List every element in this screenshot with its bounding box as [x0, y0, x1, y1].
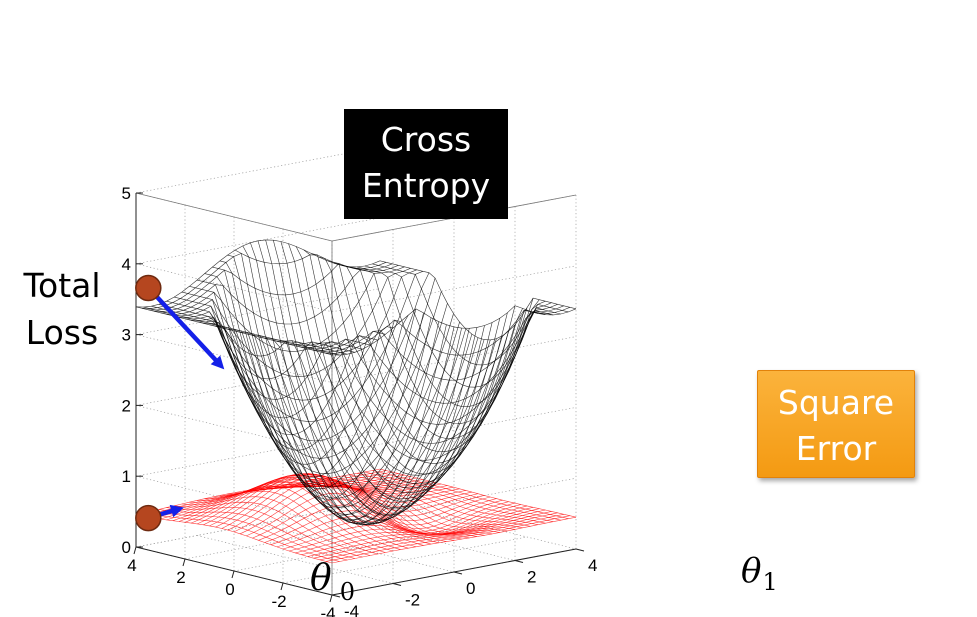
- square-error-label: Square Error: [757, 370, 915, 478]
- cross-entropy-mesh-line: [349, 266, 546, 425]
- square-error-mesh-line: [143, 512, 340, 562]
- square-error-mesh-line: [172, 477, 417, 521]
- x-tick-label: -2: [271, 592, 286, 611]
- cross-entropy-gradient-arrow-head: [210, 355, 225, 370]
- cross-entropy-mesh-line: [334, 263, 531, 453]
- cross-entropy-mesh-line: [209, 313, 454, 499]
- box-edge: [135, 192, 333, 242]
- cross-entropy-mesh-line: [364, 265, 561, 388]
- square-error-mesh-line: [379, 468, 577, 518]
- cross-entropy-mesh-line: [227, 329, 473, 521]
- cross-entropy-gradient-arrow: [151, 291, 222, 367]
- cross-entropy-mesh-line: [191, 277, 436, 459]
- y-tick-label: -4: [344, 602, 359, 617]
- y-tick-label: 0: [466, 579, 475, 598]
- cross-entropy-mesh-line: [233, 330, 479, 524]
- tick-labels: 0 1 2 3 4 5 4 2 0 -2 -4 -4 -2 0 2 4: [122, 184, 598, 617]
- axis-lines: [133, 192, 585, 603]
- cross-entropy-mesh-line: [273, 240, 470, 521]
- cross-entropy-mesh-line: [257, 240, 455, 526]
- square-error-start-point: [135, 504, 162, 532]
- square-error-mesh-line: [334, 477, 531, 527]
- x-tick: [231, 570, 235, 579]
- cross-entropy-mesh-line: [154, 265, 399, 325]
- cross-entropy-mesh-line: [311, 253, 508, 485]
- x-tick-label: -4: [320, 604, 335, 617]
- z-tick-label: 3: [122, 326, 131, 345]
- cross-entropy-mesh-line: [357, 266, 554, 408]
- square-error-mesh-line: [148, 471, 393, 518]
- x-tick: [280, 582, 284, 591]
- y-axis-label: θ1: [741, 551, 778, 596]
- x-tick: [133, 546, 137, 555]
- cross-entropy-surface: [135, 239, 577, 526]
- x-tick: [182, 558, 186, 567]
- square-error-mesh-line: [326, 478, 523, 529]
- square-error-mesh-line: [311, 480, 508, 532]
- cross-entropy-mesh-line: [301, 300, 546, 444]
- cross-entropy-start-point: [135, 274, 162, 302]
- y-tick-label: 2: [527, 568, 536, 587]
- y-tick: [453, 571, 463, 575]
- cross-entropy-mesh-line: [341, 265, 538, 439]
- square-error-mesh-line: [158, 509, 355, 559]
- z-axis-label: Total Loss: [23, 266, 101, 352]
- z-tick-label: 0: [122, 538, 131, 557]
- cross-entropy-mesh-line: [307, 302, 552, 425]
- y-tick-label: -2: [405, 591, 420, 610]
- z-tick-label: 1: [122, 467, 131, 486]
- cross-entropy-mesh-line: [379, 260, 577, 341]
- cross-entropy-mesh-line: [178, 271, 424, 422]
- x-tick: [329, 594, 333, 603]
- cross-entropy-mesh-line: [303, 249, 501, 494]
- x-tick-label: 0: [225, 580, 234, 599]
- grid-line: [135, 359, 381, 406]
- y-tick: [331, 594, 341, 598]
- cross-entropy-mesh-line: [258, 335, 503, 521]
- cross-entropy-mesh-line: [160, 266, 405, 352]
- square-error-mesh-line: [190, 477, 436, 524]
- y-tick: [514, 560, 524, 563]
- square-error-mesh-line: [341, 475, 538, 525]
- cross-entropy-mesh-line: [203, 303, 448, 488]
- cross-entropy-mesh-line: [184, 272, 430, 442]
- z-tick-label: 2: [122, 396, 131, 415]
- y-tick: [392, 583, 402, 586]
- grid-line: [257, 523, 455, 573]
- cross-entropy-mesh-line: [221, 327, 467, 515]
- y-tick-label: 4: [588, 556, 597, 575]
- grid-line: [318, 512, 516, 561]
- y-tick: [575, 548, 585, 552]
- z-tick-label: 4: [122, 255, 131, 274]
- square-error-mesh-line: [142, 470, 387, 516]
- grid-line: [135, 334, 333, 383]
- grid-line: [331, 336, 577, 383]
- square-error-mesh-line: [364, 471, 561, 521]
- square-error-mesh-line: [160, 474, 405, 520]
- start-markers: [135, 274, 225, 532]
- square-error-mesh-line: [203, 473, 448, 526]
- cross-entropy-mesh-line: [326, 260, 523, 464]
- cross-entropy-mesh-line: [280, 241, 478, 516]
- cross-entropy-label: Cross Entropy: [344, 109, 508, 219]
- cross-entropy-mesh-line: [318, 256, 516, 475]
- z-tick-label: 5: [122, 184, 131, 203]
- cross-entropy-mesh-line: [197, 291, 442, 475]
- square-error-surface: [135, 468, 577, 564]
- square-error-mesh-line: [197, 475, 442, 525]
- cross-entropy-mesh-line: [372, 263, 569, 366]
- square-error-mesh-line: [357, 473, 554, 522]
- cross-entropy-mesh-line: [166, 300, 363, 400]
- x-tick-label: 2: [176, 568, 185, 587]
- cross-entropy-mesh-line: [135, 239, 381, 308]
- square-error-gradient-arrow-head: [169, 504, 184, 518]
- square-error-mesh-line: [318, 479, 516, 530]
- cross-entropy-mesh-line: [166, 268, 411, 378]
- x-tick-label: 4: [127, 556, 136, 575]
- cross-entropy-mesh-line: [172, 269, 417, 401]
- cross-entropy-mesh-line: [288, 243, 485, 510]
- grid-line: [135, 263, 333, 313]
